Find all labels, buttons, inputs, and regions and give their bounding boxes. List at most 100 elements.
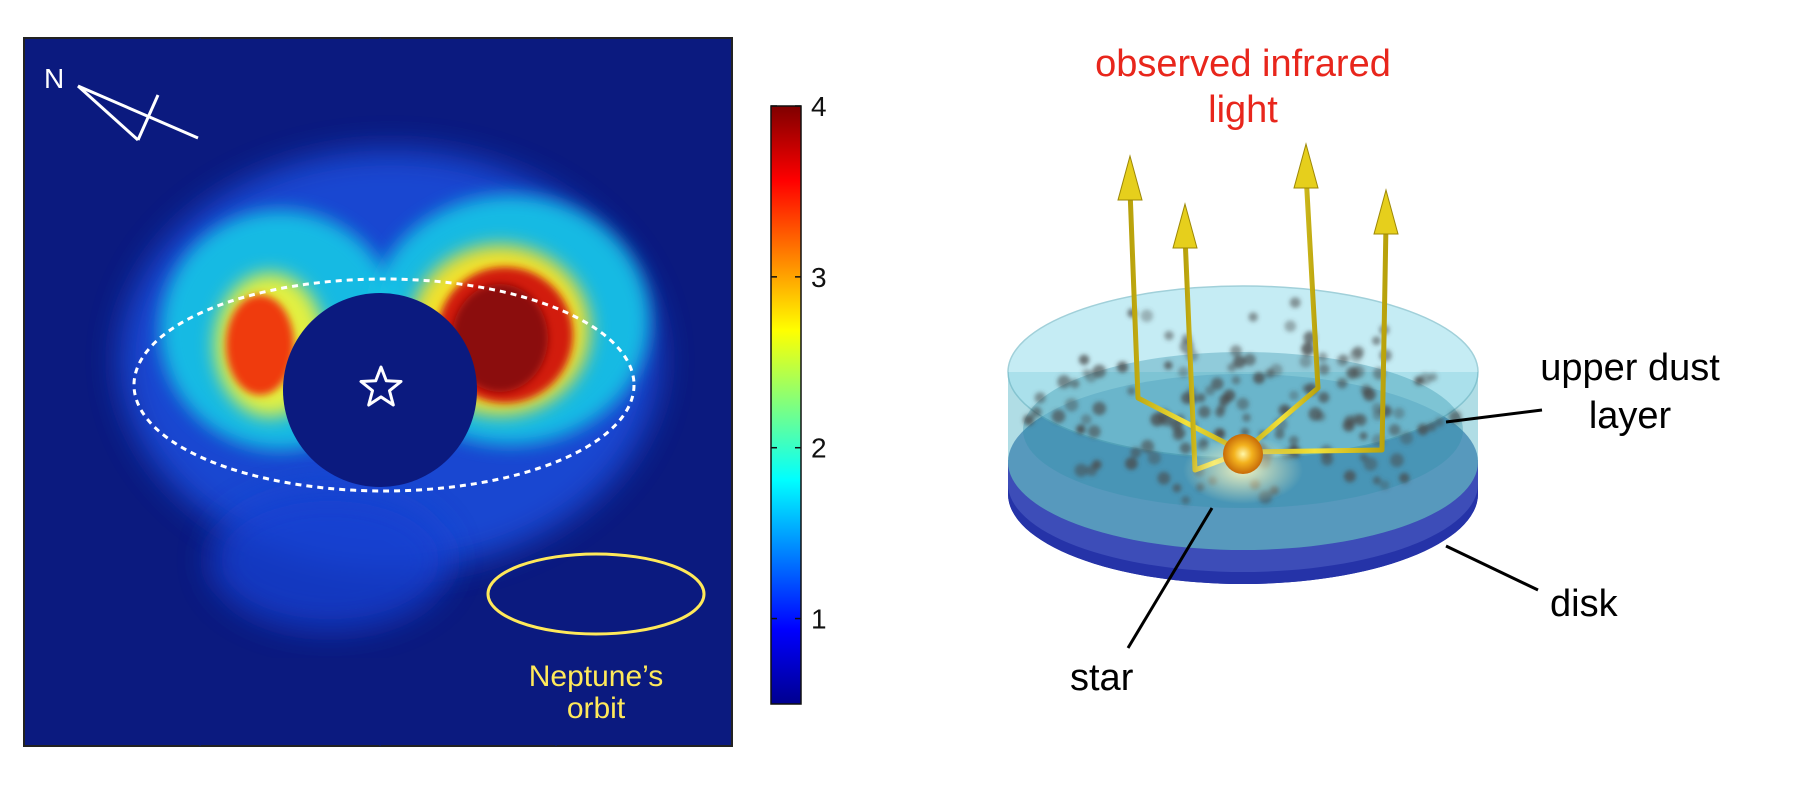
dust-particle — [1150, 412, 1164, 427]
dust-particle — [1074, 463, 1088, 477]
dust-particles — [1023, 297, 1462, 505]
dust-particle — [1274, 429, 1285, 440]
dust-particle — [1243, 353, 1256, 366]
dust-particle — [1428, 372, 1438, 382]
dust-particle — [1164, 361, 1173, 370]
dust-particle — [1372, 336, 1381, 346]
arrow-head-1 — [1117, 154, 1143, 201]
dust-particle — [1130, 447, 1142, 458]
dust-particle — [1417, 423, 1429, 436]
dust-particle — [1236, 397, 1250, 411]
upper-dust-label-line1: upper dust — [1540, 347, 1720, 389]
dust-particle — [1181, 495, 1190, 505]
emission-darkred-right — [452, 284, 548, 392]
compass-icon — [76, 84, 199, 142]
colorbar-tick-label: 2 — [811, 433, 827, 464]
dust-particle — [1315, 411, 1326, 422]
dust-particle — [1227, 363, 1237, 372]
dust-particle — [1198, 405, 1211, 418]
dust-particle — [1265, 368, 1275, 379]
dust-particle — [1125, 457, 1138, 470]
title-line1: observed infrared — [1095, 43, 1391, 85]
dust-particle — [1284, 320, 1297, 333]
colorbar-tick-label: 1 — [811, 604, 827, 635]
dust-particle — [1023, 414, 1035, 426]
image-axis-ticks — [199, 38, 557, 746]
dust-particle — [1081, 414, 1092, 425]
colorbar-tick-label: 3 — [811, 262, 827, 293]
dust-particle — [1354, 414, 1367, 426]
dust-particle — [1390, 453, 1404, 468]
dust-particle — [1253, 372, 1265, 384]
dust-particle — [1363, 457, 1378, 471]
dust-particle — [1070, 379, 1080, 389]
dust-particle — [1230, 345, 1242, 357]
dust-particle — [1157, 471, 1171, 485]
dust-particle — [1196, 393, 1206, 403]
dust-particle — [1317, 352, 1328, 362]
dust-particle — [1178, 366, 1189, 378]
dust-particle — [1140, 309, 1154, 323]
dust-particle — [1170, 419, 1183, 432]
neptune-orbit-label-line2: orbit — [567, 692, 626, 725]
dust-particle — [1399, 472, 1410, 484]
upper-dust-label-line2: layer — [1589, 395, 1672, 437]
dust-particle — [1289, 390, 1299, 401]
dust-particle — [1414, 376, 1424, 386]
dust-particle — [1372, 476, 1381, 485]
dust-particle — [1301, 342, 1315, 356]
dust-particle — [1231, 375, 1241, 385]
dust-particle — [1031, 406, 1042, 418]
dust-particle — [1233, 355, 1246, 369]
dust-particle — [1379, 480, 1390, 491]
star-body — [1223, 434, 1263, 474]
dust-ring-dashed-ellipse — [132, 277, 636, 493]
colorbar: 1 2 3 4 — [770, 91, 827, 705]
arrow-head-2 — [1172, 202, 1198, 249]
dust-particle — [1179, 442, 1192, 454]
dust-particle — [1336, 378, 1348, 389]
star-icon — [359, 365, 403, 407]
dust-particle — [1400, 431, 1413, 445]
dust-particle — [1092, 401, 1107, 416]
compass-north-label: N — [44, 63, 64, 94]
dust-particle — [1211, 377, 1224, 390]
dust-particle — [1215, 428, 1226, 438]
dust-particle — [1336, 354, 1349, 367]
dust-particle — [1140, 439, 1155, 453]
dust-particle — [1086, 465, 1098, 476]
dust-particle — [1215, 407, 1225, 418]
dust-particle — [1362, 388, 1376, 401]
dust-particle — [1034, 392, 1046, 404]
dust-particle — [1299, 355, 1312, 368]
dust-particle — [1318, 391, 1330, 403]
schematic-panel: observed infrared light upper dust layer… — [1007, 43, 1720, 699]
dust-particle — [1349, 348, 1363, 363]
dust-particle — [1248, 312, 1258, 322]
dust-particle — [1321, 453, 1334, 466]
dust-particle — [1388, 424, 1401, 436]
dust-particle — [1344, 415, 1356, 427]
dust-particle — [1242, 413, 1251, 423]
dust-particle — [1343, 470, 1356, 483]
dust-particle — [1427, 422, 1437, 432]
dust-particle — [1076, 425, 1086, 435]
dust-particle — [1164, 330, 1174, 341]
dust-particle — [1085, 370, 1097, 383]
dust-particle — [1434, 417, 1445, 427]
colorbar-gradient — [770, 105, 802, 705]
dust-particle — [1064, 398, 1079, 412]
arrow-path-1 — [1127, 187, 1246, 455]
infrared-image-panel: N Neptune’s orbit — [23, 37, 733, 747]
dust-particle — [1051, 409, 1066, 424]
dust-particle — [1288, 435, 1299, 446]
leader-line-star — [1126, 507, 1214, 649]
dust-particle — [1147, 451, 1161, 465]
leader-lines — [1126, 408, 1543, 649]
dust-particle — [1057, 375, 1071, 389]
colorbar-ticks: 1 2 3 4 — [771, 91, 827, 635]
dust-particle — [1393, 407, 1405, 419]
title-line2: light — [1208, 89, 1278, 131]
leader-line-disk — [1445, 544, 1539, 592]
